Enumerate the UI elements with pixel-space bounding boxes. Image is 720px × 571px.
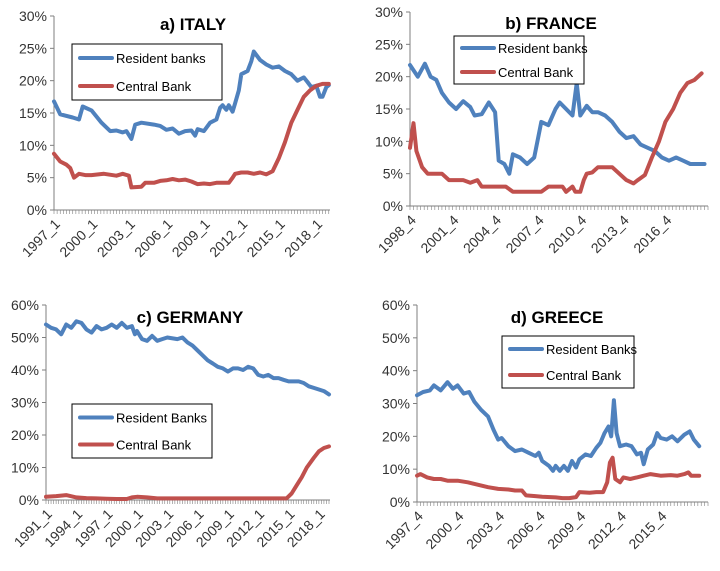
chart-panel-4: 0%10%20%30%40%50%60%1997_42000_42003_420… [382,297,709,552]
y-tick-label: 0% [19,492,39,508]
y-tick-label: 20% [19,73,47,89]
x-tick-label: 2012_4 [585,508,629,552]
legend-box [453,35,585,85]
y-tick-label: 5% [383,166,403,182]
y-tick-label: 0% [383,198,403,214]
x-tick-label: 2000_4 [422,508,466,552]
y-tick-label: 10% [382,461,410,477]
x-tick-label: 2016_4 [630,212,674,256]
y-tick-label: 30% [382,396,410,412]
series-line-resident-banks [52,49,331,141]
y-tick-label: 30% [375,4,403,20]
legend: Resident Banks Central Bank [71,403,213,459]
legend-entry: Central Bank [116,438,192,453]
series-line-central-bank [408,71,704,194]
legend-entry: Central Bank [498,65,574,80]
x-tick-label: 2009_4 [544,508,588,552]
x-tick-label: 2013_4 [588,212,632,256]
chart-panel-2: 0% 5% 10% 15% 20% 25% 30% 1998_42001_42004_4200… [375,4,709,256]
legend-entry: Resident Banks [546,342,638,357]
series-line-central-bank [52,81,331,190]
x-tick-label: 2003_1 [94,216,138,260]
y-tick-label: 0% [27,202,47,218]
series-line-central-bank [415,455,702,501]
x-tick-label: 2001_4 [417,212,461,256]
series-line-central-bank [44,444,331,501]
chart-panel-3: 0%10%20%30%40%50%60%1991_11994_11997_120… [11,297,331,550]
x-tick-label: 2018_1 [281,216,325,260]
y-tick-label: 60% [382,297,410,313]
chart-title: c) GERMANY [137,308,244,327]
y-tick-label: 30% [11,395,39,411]
y-tick-label: 20% [382,428,410,444]
legend-entry: Central Bank [546,368,622,383]
y-tick-label: 30% [19,8,47,24]
legend: Resident banks Central Bank [453,35,588,85]
y-tick-label: 40% [382,363,410,379]
series-line-resident-banks [44,319,331,397]
y-tick-label: 15% [19,105,47,121]
legend-box [501,335,635,389]
legend-entry: Central Bank [116,79,192,94]
x-tick-label: 2006_1 [131,216,175,260]
y-tick-label: 20% [375,69,403,85]
legend-entry: Resident banks [498,41,588,56]
x-tick-label: 1997_1 [19,216,63,260]
y-tick-label: 50% [11,330,39,346]
x-tick-label: 2000_1 [56,216,100,260]
x-tick-label: 2015_1 [243,216,287,260]
x-tick-label: 2010_4 [545,212,589,256]
x-tick-label: 2012_1 [206,216,250,260]
y-tick-label: 10% [11,460,39,476]
chart-title: d) GREECE [511,308,604,327]
y-tick-label: 5% [27,170,47,186]
legend: Resident Banks Central Bank [501,335,638,389]
legend-box [71,43,223,101]
y-tick-label: 40% [11,362,39,378]
y-tick-label: 60% [11,297,39,313]
x-tick-label: 1997_4 [382,508,426,552]
chart-title: b) FRANCE [505,14,597,33]
y-tick-label: 15% [375,101,403,117]
legend-entry: Resident banks [116,51,206,66]
series-line-resident-banks [415,380,702,473]
series-line-resident-banks [408,61,707,176]
x-tick-label: 2007_4 [502,212,546,256]
x-tick-label: 2006_4 [504,508,548,552]
legend-entry: Resident Banks [116,411,208,426]
x-tick-label: 2015_4 [625,508,669,552]
legend-box [71,403,213,459]
x-tick-label: 2004_4 [460,212,504,256]
legend: Resident banks Central Bank [71,43,223,101]
chart-title: a) ITALY [160,15,227,34]
x-tick-label: 2009_1 [169,216,213,260]
y-tick-label: 25% [19,40,47,56]
y-tick-label: 20% [11,427,39,443]
y-tick-label: 25% [375,36,403,52]
chart-panel-1: 0%5%10%15%20%25%30%1997_12000_12003_1200… [19,8,331,260]
y-tick-label: 50% [382,330,410,346]
x-tick-label: 2003_4 [463,508,507,552]
y-tick-label: 10% [19,137,47,153]
y-tick-label: 0% [390,494,410,510]
y-tick-label: 10% [375,133,403,149]
x-tick-label: 1998_4 [375,212,419,256]
